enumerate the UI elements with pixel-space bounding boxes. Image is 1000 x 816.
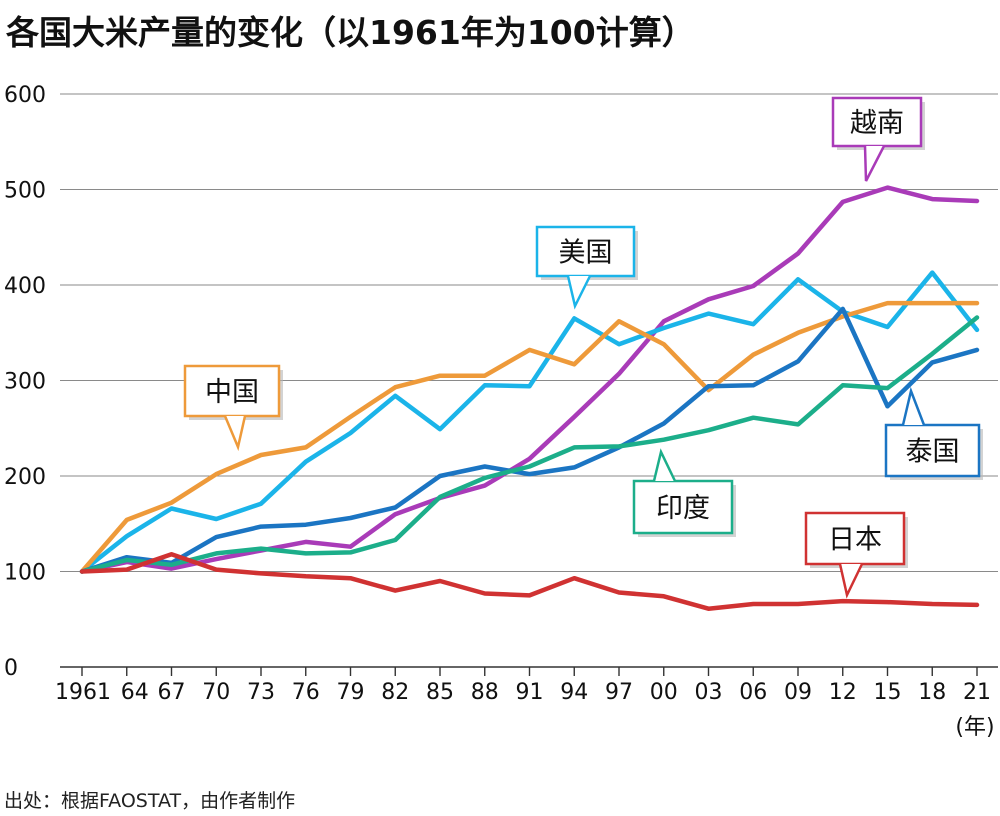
x-tick-label: 97 — [605, 680, 633, 705]
x-tick-label: 03 — [695, 680, 723, 705]
chart-title: 各国大米产量的变化（以1961年为100计算） — [6, 13, 695, 52]
x-tick-label: 09 — [784, 680, 812, 705]
x-tick-label: 18 — [918, 680, 946, 705]
y-axis-ticks: 0 100 200 300 400 500 600 — [4, 83, 46, 681]
y-tick-label: 300 — [4, 370, 46, 395]
x-tick-label: 15 — [874, 680, 902, 705]
x-tick-label: 76 — [292, 680, 320, 705]
callout-5: 印度 — [632, 448, 736, 537]
x-tick-label: 79 — [337, 680, 365, 705]
source-note: 出处：根据FAOSTAT，由作者制作 — [4, 790, 296, 812]
y-tick-label: 200 — [4, 465, 46, 490]
x-tick-label: 21 — [963, 680, 991, 705]
callout-label: 泰国 — [906, 437, 960, 468]
x-tick-label: 85 — [426, 680, 454, 705]
series-line — [79, 315, 980, 574]
y-tick-label: 400 — [4, 274, 46, 299]
callout-label: 越南 — [850, 108, 904, 139]
x-tick-label: 88 — [471, 680, 499, 705]
x-tick-label: 00 — [650, 680, 678, 705]
callout-1: 越南 — [831, 96, 925, 182]
callout-6: 日本 — [804, 511, 908, 599]
series-line — [79, 552, 980, 611]
x-tick-label: 64 — [121, 680, 149, 705]
y-tick-label: 600 — [4, 83, 46, 108]
x-tick-label: 91 — [516, 680, 544, 705]
x-tick-label: 06 — [739, 680, 767, 705]
y-tick-label: 0 — [4, 656, 18, 681]
x-tick-label: 12 — [829, 680, 857, 705]
x-axis-ticks: 1961 64 67 70 73 76 79 82 85 88 91 94 97 00 03 06 09 12 15… — [55, 667, 991, 705]
x-tick-label: 73 — [247, 680, 275, 705]
callout-label: 中国 — [205, 377, 259, 408]
x-tick-label: 70 — [202, 680, 230, 705]
y-tick-label: 500 — [4, 179, 46, 204]
callout-2: 美国 — [535, 225, 638, 310]
series-lines — [79, 185, 980, 611]
x-tick-label: 94 — [560, 680, 588, 705]
callout-label: 美国 — [559, 238, 613, 269]
x-tick-label: 1961 — [55, 680, 111, 705]
x-tick-label: 67 — [158, 680, 186, 705]
series-line — [79, 270, 980, 574]
series-line — [79, 300, 980, 574]
x-axis-unit-label: (年) — [955, 715, 994, 740]
callout-4: 泰国 — [884, 386, 983, 480]
y-tick-label: 100 — [4, 561, 46, 586]
series-line — [79, 185, 980, 574]
callout-label: 印度 — [656, 493, 710, 524]
x-tick-label: 82 — [381, 680, 409, 705]
series-line — [79, 306, 980, 574]
callout-label: 日本 — [828, 525, 882, 556]
callout-3: 中国 — [183, 364, 283, 452]
